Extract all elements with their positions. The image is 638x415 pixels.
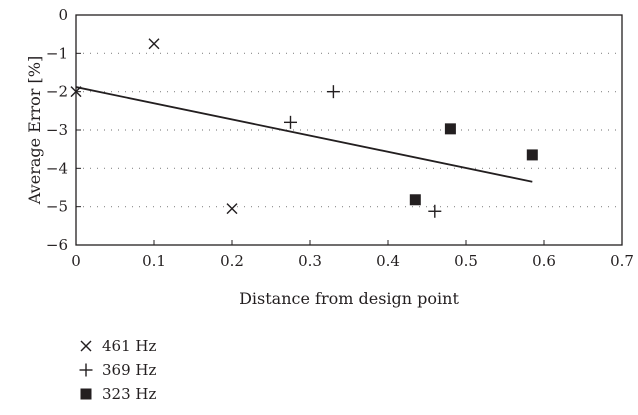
x-tick-label: 0.6 (532, 252, 556, 270)
x-tick-label: 0.3 (298, 252, 322, 270)
marker-stroke (80, 340, 92, 352)
x-tick-label: 0.7 (610, 252, 634, 270)
trend-line (75, 86, 533, 183)
y-tick-label: −3 (46, 121, 68, 139)
legend-label: 323 Hz (102, 385, 156, 403)
y-tick-label: −5 (46, 198, 68, 216)
data-point-square-2-0 (409, 194, 421, 206)
legend-item: 461 Hz (80, 337, 156, 355)
y-tick-label: −4 (46, 159, 68, 177)
data-point-x-0-0 (70, 86, 82, 98)
marker-stroke (226, 203, 238, 215)
legend-item: 369 Hz (79, 361, 156, 379)
marker-stroke (70, 86, 82, 98)
data-point-x-0-2 (226, 203, 238, 215)
data-point-square-2-2 (526, 149, 538, 161)
x-tick-label: 0.2 (220, 252, 244, 270)
marker-stroke (148, 38, 160, 50)
data-point-square-2-1 (444, 123, 456, 135)
legend-label: 369 Hz (102, 361, 156, 379)
x-tick-label: 0.4 (376, 252, 400, 270)
legend-marker-x (80, 340, 92, 352)
legend-marker-plus (79, 363, 93, 377)
x-tick-label: 0 (71, 252, 81, 270)
y-tick-label: 0 (58, 6, 68, 24)
legend-label: 461 Hz (102, 337, 156, 355)
data-point-x-0-1 (148, 38, 160, 50)
x-tick-label: 0.1 (142, 252, 166, 270)
data-points (70, 38, 538, 218)
legend: 461 Hz 369 Hz 323 Hz (79, 337, 156, 403)
legend-marker-square (80, 388, 92, 400)
data-point-plus-1-0 (284, 115, 297, 129)
axis-ticks: 0 0.1 0.2 0.3 0.4 0.5 0.6 0.7 0 −1 −2 −3 −4 −5 −6 (46, 6, 634, 270)
x-tick-label: 0.5 (454, 252, 478, 270)
y-tick-label: −2 (46, 83, 68, 101)
grid-lines (76, 52, 622, 208)
y-tick-label: −1 (46, 44, 68, 62)
data-point-plus-1-1 (326, 85, 340, 99)
data-point-plus-1-2 (428, 204, 442, 218)
x-axis-title: Distance from design point (239, 289, 459, 308)
y-axis-title: Average Error [%] (25, 56, 44, 205)
legend-item: 323 Hz (80, 385, 156, 403)
y-tick-label: −6 (46, 236, 68, 254)
